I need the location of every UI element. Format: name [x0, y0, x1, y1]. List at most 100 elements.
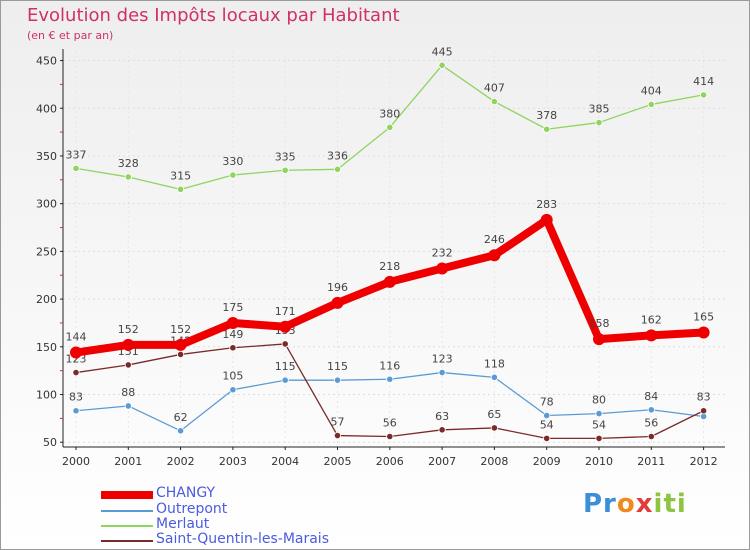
data-point: [177, 185, 185, 193]
data-label: 152: [170, 323, 191, 336]
data-point: [595, 434, 603, 443]
data-label: 54: [592, 418, 606, 431]
data-label: 83: [69, 391, 83, 404]
data-point: [281, 340, 289, 348]
data-point: [438, 61, 446, 69]
data-label: 165: [693, 310, 714, 323]
data-label: 80: [592, 394, 606, 407]
data-point: [383, 275, 396, 288]
data-point: [229, 386, 237, 394]
data-point: [226, 316, 239, 329]
data-point: [540, 213, 553, 226]
data-point: [177, 427, 185, 435]
data-point: [647, 432, 655, 441]
data-point: [386, 432, 394, 441]
data-point: [124, 402, 132, 410]
y-tick-label: 150: [36, 341, 57, 354]
data-point: [72, 368, 80, 377]
data-point: [647, 100, 655, 109]
data-label: 63: [435, 410, 449, 423]
data-point: [595, 118, 603, 127]
y-tick-label: 250: [36, 245, 57, 258]
x-tick-label: 2006: [376, 455, 404, 468]
x-tick-label: 2009: [533, 455, 561, 468]
data-label: 158: [589, 317, 610, 330]
data-label: 84: [644, 390, 658, 403]
data-label: 78: [540, 396, 554, 409]
data-label: 380: [379, 107, 400, 120]
chart-subtitle: (en € et par an): [27, 29, 114, 42]
data-label: 175: [222, 301, 243, 314]
data-label: 65: [487, 408, 501, 421]
data-point: [229, 171, 237, 179]
data-label: 152: [118, 323, 139, 336]
data-label: 335: [275, 150, 296, 163]
y-tick-label: 450: [36, 55, 57, 68]
data-point: [72, 407, 80, 415]
data-point: [647, 406, 655, 414]
data-point: [122, 338, 135, 351]
data-label: 115: [275, 360, 296, 373]
y-tick-label: 50: [43, 436, 57, 449]
data-label: 232: [432, 247, 453, 260]
data-label: 330: [222, 155, 243, 168]
x-tick-label: 2011: [637, 455, 665, 468]
data-label: 171: [275, 305, 296, 318]
data-label: 196: [327, 281, 348, 294]
data-point: [645, 329, 658, 342]
legend-label: Merlaut: [156, 516, 210, 532]
legend-label: Saint-Quentin-les-Marais: [156, 531, 329, 547]
data-point: [436, 262, 449, 275]
legend-swatch: [101, 540, 153, 542]
data-point: [70, 346, 82, 359]
chart-title: Evolution des Impôts locaux par Habitant: [27, 5, 400, 26]
data-label: 54: [540, 418, 554, 431]
data-point: [595, 410, 603, 418]
data-label: 144: [66, 331, 87, 344]
x-tick-label: 2005: [324, 455, 352, 468]
data-point: [281, 376, 289, 384]
data-point: [386, 123, 394, 131]
data-label: 445: [432, 45, 453, 58]
data-point: [438, 368, 446, 377]
x-tick-label: 2008: [480, 455, 508, 468]
legend-swatch: [101, 491, 153, 499]
data-label: 407: [484, 82, 505, 95]
data-label: 118: [484, 357, 505, 370]
data-label: 123: [66, 353, 87, 366]
data-point: [697, 326, 710, 339]
data-label: 149: [222, 328, 243, 341]
data-label: 378: [536, 109, 557, 122]
data-label: 404: [641, 84, 662, 97]
y-tick-label: 300: [36, 198, 57, 211]
y-tick-label: 350: [36, 150, 57, 163]
data-point: [333, 431, 342, 440]
data-label: 283: [536, 198, 557, 211]
data-label: 105: [222, 370, 243, 383]
data-label: 57: [331, 416, 345, 429]
data-point: [72, 164, 80, 172]
proxiti-logo: Proxiti: [583, 489, 687, 519]
data-label: 328: [118, 157, 139, 170]
data-label: 115: [327, 360, 348, 373]
data-point: [699, 407, 708, 415]
data-label: 116: [379, 359, 400, 372]
data-point: [699, 91, 708, 99]
data-point: [490, 97, 498, 106]
data-label: 336: [327, 149, 348, 162]
data-label: 83: [697, 391, 711, 404]
legend-swatch: [101, 510, 153, 512]
y-tick-label: 100: [36, 389, 57, 402]
data-point: [488, 249, 501, 262]
data-label: 385: [589, 103, 610, 116]
data-label: 123: [432, 353, 453, 366]
data-point: [229, 344, 237, 352]
x-tick-label: 2012: [690, 455, 718, 468]
x-tick-label: 2010: [585, 455, 613, 468]
y-tick-label: 200: [36, 293, 57, 306]
data-point: [490, 424, 498, 432]
data-point: [279, 320, 292, 333]
data-label: 62: [174, 411, 188, 424]
